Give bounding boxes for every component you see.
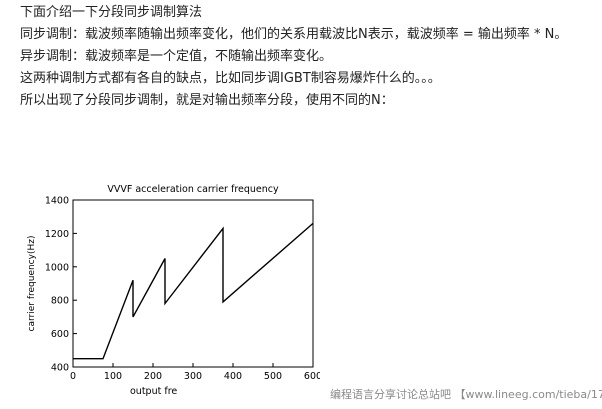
y-axis-label: carrier frequency(Hz) bbox=[27, 236, 37, 332]
x-tick-label: 100 bbox=[104, 371, 122, 382]
article-line-1: 下面介绍一下分段同步调制算法 bbox=[20, 5, 203, 20]
x-tick-label: 600 bbox=[304, 371, 320, 382]
watermark-text: 编程语言分享讨论总站吧 【www.lineeg.com/tieba/1779】 bbox=[330, 388, 602, 401]
chart-title: VVVF acceleration carrier frequency bbox=[107, 184, 279, 195]
carrier-frequency-chart: VVVF acceleration carrier frequency 0 100… bbox=[20, 178, 320, 408]
y-tick-label: 1400 bbox=[45, 196, 69, 207]
y-tick-label: 600 bbox=[51, 329, 69, 340]
y-tick-label: 800 bbox=[51, 296, 69, 307]
x-tick-label: 200 bbox=[144, 371, 162, 382]
x-axis-ticks: 0 100 200 300 400 500 600 bbox=[70, 363, 320, 382]
article-line-4: 这两种调制方式都有各自的缺点，比如同步调IGBT制容易爆炸什么的。。。 bbox=[20, 71, 441, 86]
y-tick-label: 400 bbox=[51, 363, 69, 374]
x-tick-label: 0 bbox=[70, 371, 76, 382]
article-text: 下面介绍一下分段同步调制算法 同步调制：载波频率随输出频率变化，他们的关系用载波… bbox=[20, 2, 595, 112]
x-tick-label: 400 bbox=[224, 371, 242, 382]
chart-svg: VVVF acceleration carrier frequency 0 100… bbox=[27, 184, 320, 397]
x-tick-label: 500 bbox=[264, 371, 282, 382]
y-tick-label: 1200 bbox=[45, 229, 69, 240]
article-line-3: 异步调制：载波频率是一个定值，不随输出频率变化。 bbox=[20, 49, 333, 64]
article-line-5: 所以出现了分段同步调制，就是对输出频率分段，使用不同的N： bbox=[20, 93, 394, 108]
x-axis-label: output fre bbox=[130, 386, 177, 397]
y-axis-ticks: 400 600 800 1000 1200 1400 bbox=[45, 196, 77, 374]
y-tick-label: 1000 bbox=[45, 262, 69, 273]
series-line bbox=[73, 222, 314, 360]
x-tick-label: 300 bbox=[184, 371, 202, 382]
article-line-2: 同步调制：载波频率随输出频率变化，他们的关系用载波比N表示，载波频率 = 输出频… bbox=[20, 27, 568, 42]
